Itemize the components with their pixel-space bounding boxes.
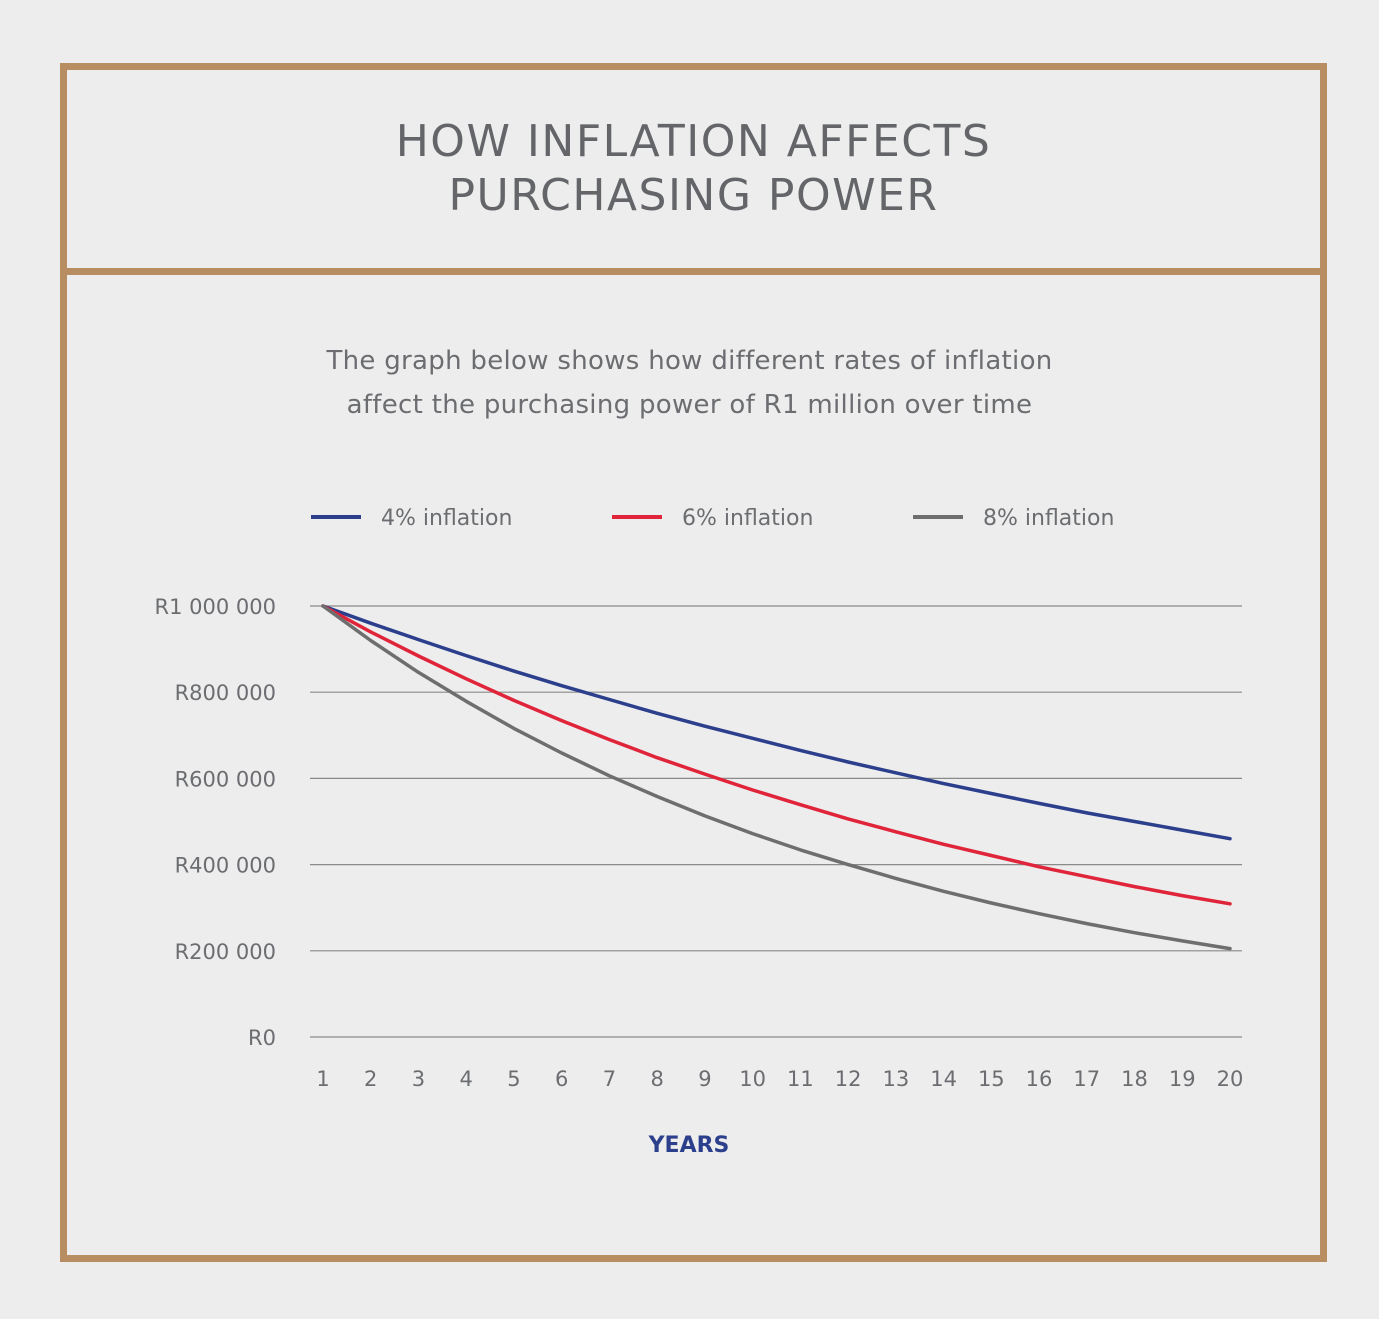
title-panel: HOW INFLATION AFFECTS PURCHASING POWER [67,70,1320,275]
x-tick-label: 16 [1026,1067,1053,1091]
x-tick-label: 6 [555,1067,568,1091]
legend-label: 6% inflation [682,506,813,531]
x-tick-label: 18 [1121,1067,1148,1091]
x-tick-label: 7 [603,1067,616,1091]
y-tick-label: R200 000 [175,940,276,964]
legend-label: 4% inflation [381,506,512,531]
x-tick-label: 17 [1073,1067,1100,1091]
x-tick-label: 14 [930,1067,957,1091]
x-tick-label: 20 [1217,1067,1244,1091]
x-tick-label: 13 [882,1067,909,1091]
x-tick-label: 1 [316,1067,329,1091]
x-tick-label: 5 [507,1067,520,1091]
x-tick-label: 19 [1169,1067,1196,1091]
chart-subtitle-line-2: affect the purchasing power of R1 millio… [346,390,1033,420]
x-tick-label: 4 [460,1067,473,1091]
x-tick-label: 15 [978,1067,1005,1091]
page-title-line-1: HOW INFLATION AFFECTS [395,116,992,167]
series-line-8-inflation [321,604,1232,951]
x-tick-label: 9 [698,1067,711,1091]
series-line-4-inflation [321,604,1232,841]
x-tick-label: 12 [835,1067,862,1091]
chart-frame: HOW INFLATION AFFECTS PURCHASING POWER [60,63,1327,1262]
chart-subtitle-line-1: The graph below shows how different rate… [326,346,1053,376]
x-tick-label: 11 [787,1067,814,1091]
x-axis-title: YEARS [648,1133,730,1158]
y-tick-label: R800 000 [175,681,276,705]
x-tick-label: 3 [412,1067,425,1091]
x-tick-label: 2 [364,1067,377,1091]
legend-label: 8% inflation [983,506,1114,531]
y-tick-label: R600 000 [175,767,276,791]
series-line-6-inflation [321,604,1232,906]
y-tick-label: R0 [248,1026,276,1050]
y-tick-label: R1 000 000 [155,595,276,619]
x-tick-label: 8 [650,1067,663,1091]
y-tick-label: R400 000 [175,854,276,878]
x-tick-label: 10 [739,1067,766,1091]
page-title-line-2: PURCHASING POWER [448,170,939,221]
